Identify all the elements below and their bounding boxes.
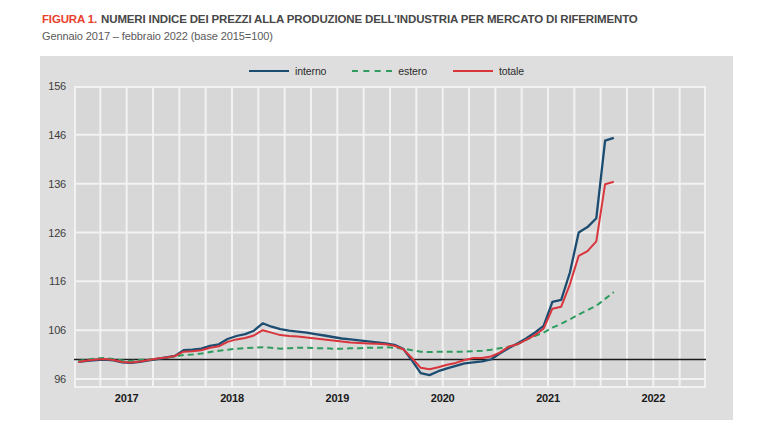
legend-label-interno: interno: [295, 65, 326, 77]
y-axis-tick: 106: [40, 324, 66, 336]
series-totale: [78, 182, 613, 370]
figure-subtitle: Gennaio 2017 – febbraio 2022 (base 2015=…: [42, 30, 273, 42]
legend-item-interno: interno: [249, 65, 326, 77]
figure-title: FIGURA 1. NUMERI INDICE DEI PREZZI ALLA P…: [42, 13, 638, 25]
series-estero: [78, 292, 613, 361]
line-chart: [74, 86, 706, 388]
legend-label-totale: totale: [499, 65, 524, 77]
legend-label-estero: estero: [398, 65, 427, 77]
totale-line-swatch-icon: [453, 70, 493, 72]
interno-line-swatch-icon: [249, 70, 289, 72]
y-axis: 96 106 116 126 136 146 156: [40, 56, 70, 420]
y-axis-tick: 136: [40, 178, 66, 190]
series-interno: [78, 138, 613, 375]
chart-container: interno estero totale 96 106 116 126 136 146 1…: [40, 56, 733, 420]
x-axis-tick: 2017: [97, 392, 157, 404]
y-axis-tick: 146: [40, 129, 66, 141]
estero-dashed-swatch-icon: [352, 70, 392, 72]
y-axis-tick: 96: [40, 373, 66, 385]
x-axis-tick: 2020: [413, 392, 473, 404]
plot-area: [74, 86, 706, 388]
x-axis-tick: 2021: [518, 392, 578, 404]
x-axis-tick: 2019: [307, 392, 367, 404]
figure-number: FIGURA 1.: [42, 13, 97, 25]
chart-legend: interno estero totale: [40, 65, 733, 77]
y-axis-tick: 116: [40, 275, 66, 287]
x-axis: 2017 2018 2019 2020 2021 2022: [74, 390, 706, 408]
y-axis-tick: 156: [40, 80, 66, 92]
legend-item-estero: estero: [352, 65, 427, 77]
legend-item-totale: totale: [453, 65, 524, 77]
y-axis-tick: 126: [40, 227, 66, 239]
figure-title-text: NUMERI INDICE DEI PREZZI ALLA PRODUZIONE…: [101, 13, 638, 25]
x-axis-tick: 2018: [202, 392, 262, 404]
x-axis-tick: 2022: [623, 392, 683, 404]
